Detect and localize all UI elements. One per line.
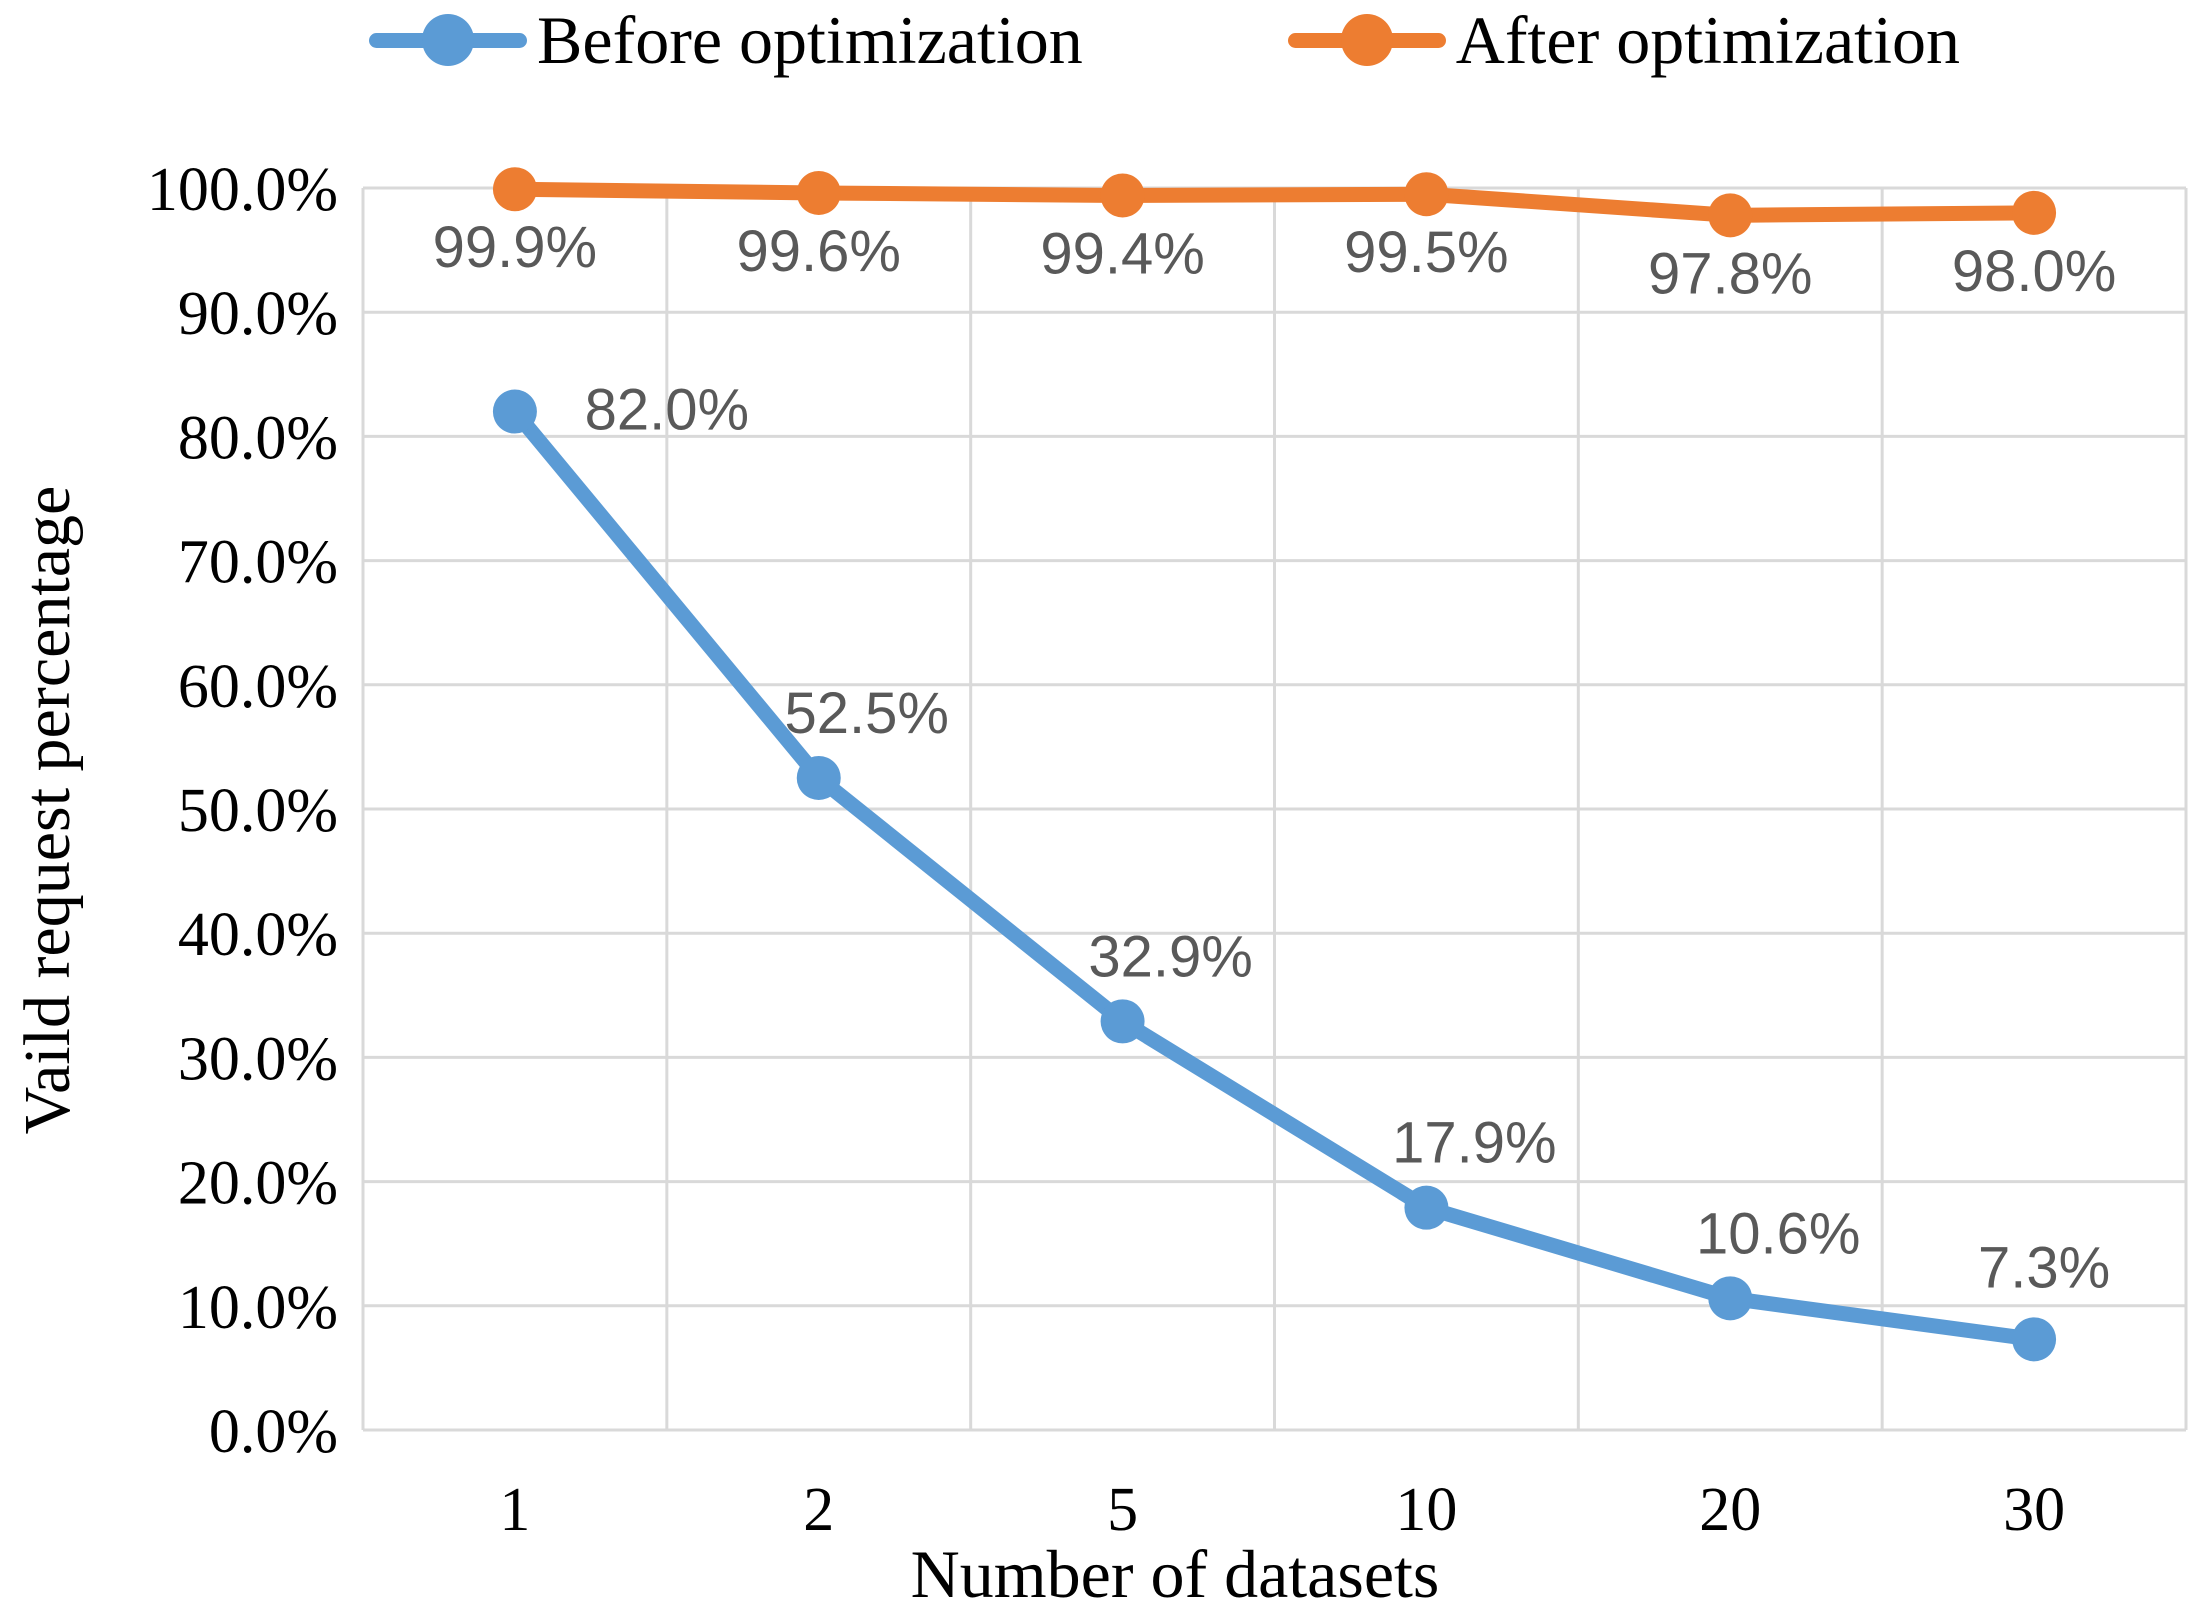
- data-label: 10.6%: [1696, 1201, 1860, 1266]
- data-label: 99.6%: [737, 219, 901, 284]
- x-tick-label: 5: [1107, 1476, 1138, 1544]
- data-label: 52.5%: [785, 681, 949, 746]
- series-marker: [2012, 190, 2057, 235]
- series-marker: [492, 167, 537, 212]
- series-marker: [1708, 193, 1753, 238]
- series-marker: [1100, 999, 1145, 1044]
- y-tick-label: 0.0%: [209, 1398, 338, 1466]
- series-marker: [796, 755, 841, 800]
- x-tick-label: 30: [2003, 1476, 2065, 1544]
- series-marker: [1404, 1185, 1449, 1230]
- legend-item-before-optimization: Before optimization: [369, 6, 1083, 74]
- data-label: 99.4%: [1040, 221, 1204, 286]
- data-label: 82.0%: [585, 378, 749, 443]
- series-marker: [1404, 172, 1449, 217]
- legend-marker-dot: [422, 14, 475, 66]
- data-label: 7.3%: [1978, 1235, 2110, 1300]
- y-tick-label: 20.0%: [178, 1150, 338, 1218]
- y-tick-label: 90.0%: [178, 280, 338, 348]
- y-tick-label: 10.0%: [178, 1274, 338, 1342]
- y-tick-label: 50.0%: [178, 777, 338, 845]
- y-tick-label: 30.0%: [178, 1025, 338, 1093]
- legend-marker-dot: [1340, 14, 1393, 66]
- series-marker: [796, 170, 841, 215]
- y-tick-label: 60.0%: [178, 653, 338, 721]
- legend-label: Before optimization: [537, 2, 1083, 78]
- legend-label: After optimization: [1455, 2, 1960, 78]
- series-line-after-optimization: [507, 181, 2042, 223]
- x-tick-label: 10: [1395, 1476, 1457, 1544]
- y-tick-label: 80.0%: [178, 404, 338, 472]
- series-line-before-optimization: [507, 404, 2042, 1347]
- data-label: 98.0%: [1952, 239, 2116, 304]
- line-marker-icon: [369, 12, 528, 68]
- series-marker: [1100, 173, 1145, 218]
- legend-item-after-optimization: After optimization: [1287, 2, 1960, 78]
- line-marker-icon: [1287, 12, 1446, 68]
- series-marker: [492, 389, 537, 434]
- legend: Before optimization After optimization: [70, 6, 2189, 74]
- data-label: 99.9%: [433, 215, 597, 280]
- data-label: 32.9%: [1088, 924, 1252, 989]
- x-axis-title: Number of datasets: [910, 1536, 1440, 1612]
- data-label: 97.8%: [1648, 241, 1812, 306]
- data-label: 99.5%: [1344, 220, 1508, 285]
- y-tick-label: 40.0%: [178, 901, 338, 969]
- x-tick-label: 2: [803, 1476, 834, 1544]
- data-label: 17.9%: [1392, 1111, 1556, 1176]
- x-tick-label: 20: [1699, 1476, 1761, 1544]
- x-tick-label: 1: [499, 1476, 530, 1544]
- series-marker: [2012, 1317, 2057, 1362]
- series-marker: [1708, 1276, 1753, 1321]
- y-tick-label: 70.0%: [178, 529, 338, 597]
- y-tick-label: 100.0%: [147, 156, 338, 224]
